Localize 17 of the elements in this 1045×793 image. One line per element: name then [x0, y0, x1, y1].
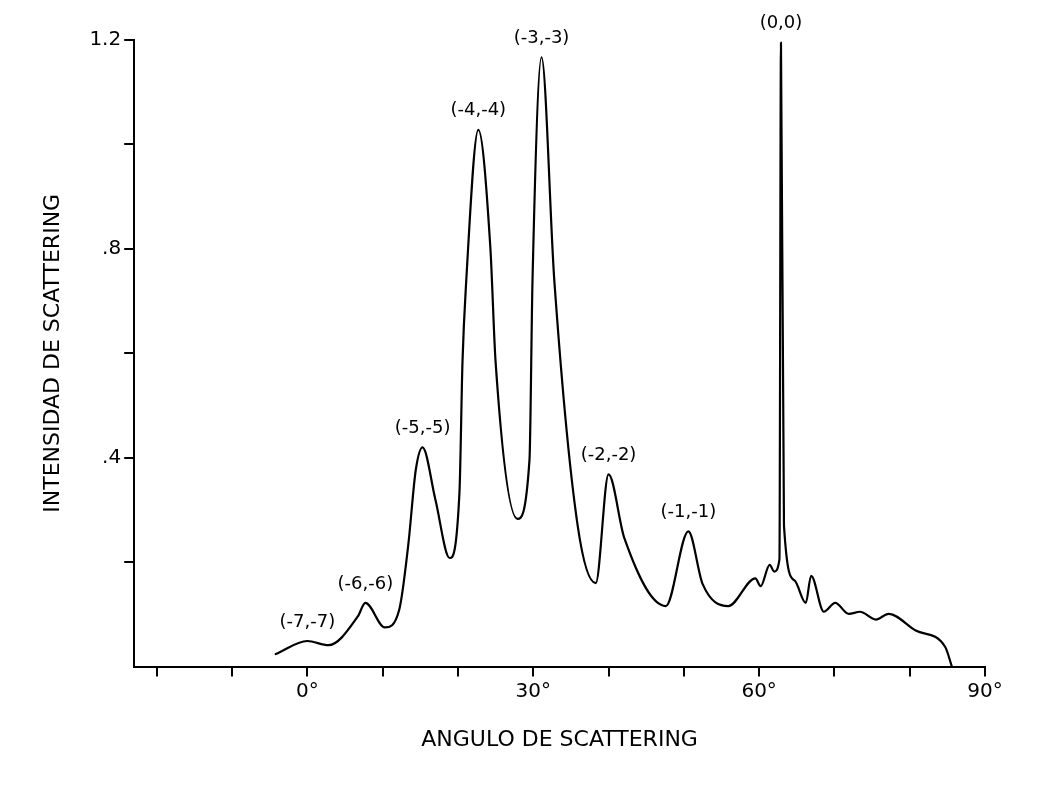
annotation: (-1,-1) — [660, 500, 717, 522]
y-tick-label: 1.2 — [89, 26, 122, 51]
annotation: (-6,-6) — [337, 571, 394, 593]
annotation: (-2,-2) — [580, 443, 637, 465]
annotation: (-5,-5) — [394, 415, 451, 437]
x-tick-label: 60° — [741, 677, 777, 702]
annotation: (-3,-3) — [513, 25, 570, 47]
x-tick-label: 90° — [967, 677, 1003, 702]
y-tick-label: .4 — [102, 443, 122, 468]
annotation: (0,0) — [759, 11, 803, 33]
y-axis-title: INTENSIDAD DE SCATTERING — [38, 193, 64, 513]
x-tick-label: 0° — [296, 677, 319, 702]
x-tick-label: 30° — [515, 677, 551, 702]
annotation: (-7,-7) — [279, 609, 336, 631]
annotation: (-4,-4) — [450, 98, 507, 120]
x-axis-title: ANGULO DE SCATTERING — [421, 725, 698, 751]
y-tick-label: .8 — [102, 235, 122, 260]
